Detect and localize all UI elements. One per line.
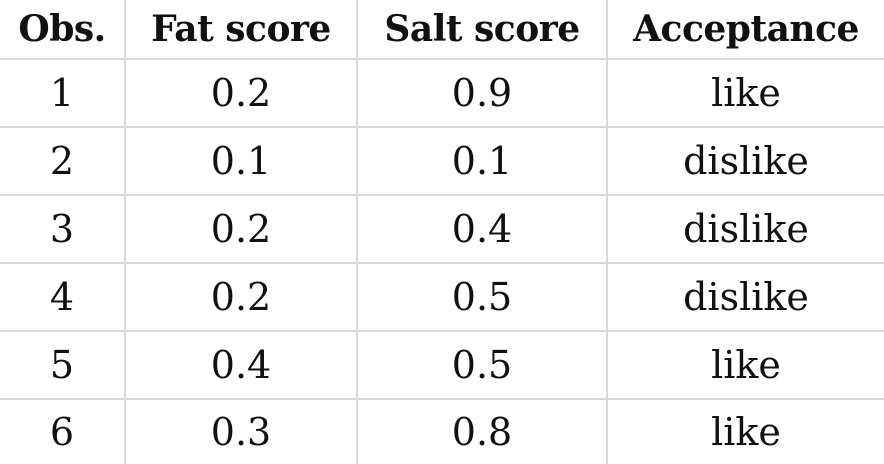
header-fat-score: Fat score xyxy=(124,0,357,60)
cell-salt-score: 0.5 xyxy=(356,263,607,332)
cell-acceptance: dislike xyxy=(606,263,884,332)
cell-acceptance: dislike xyxy=(606,195,884,264)
cell-fat-score: 0.4 xyxy=(124,331,357,400)
cell-obs: 4 xyxy=(0,263,125,332)
table-header-row: Obs. Fat score Salt score Acceptance xyxy=(0,0,884,60)
cell-fat-score: 0.2 xyxy=(124,195,357,264)
cell-salt-score: 0.5 xyxy=(356,331,607,400)
cell-obs: 3 xyxy=(0,195,125,264)
table-row: 6 0.3 0.8 like xyxy=(0,399,884,464)
cell-acceptance: dislike xyxy=(606,127,884,196)
table-row: 5 0.4 0.5 like xyxy=(0,331,884,400)
cell-obs: 5 xyxy=(0,331,125,400)
table-row: 3 0.2 0.4 dislike xyxy=(0,195,884,264)
cell-obs: 2 xyxy=(0,127,125,196)
cell-fat-score: 0.2 xyxy=(124,263,357,332)
header-acceptance: Acceptance xyxy=(606,0,884,60)
table-row: 1 0.2 0.9 like xyxy=(0,59,884,128)
cell-salt-score: 0.4 xyxy=(356,195,607,264)
cell-obs: 1 xyxy=(0,59,125,128)
header-salt-score: Salt score xyxy=(356,0,607,60)
header-obs: Obs. xyxy=(0,0,125,60)
cell-fat-score: 0.3 xyxy=(124,399,357,464)
cell-acceptance: like xyxy=(606,331,884,400)
table-row: 4 0.2 0.5 dislike xyxy=(0,263,884,332)
cell-salt-score: 0.8 xyxy=(356,399,607,464)
table-row: 2 0.1 0.1 dislike xyxy=(0,127,884,196)
cell-fat-score: 0.1 xyxy=(124,127,357,196)
cell-acceptance: like xyxy=(606,59,884,128)
cell-acceptance: like xyxy=(606,399,884,464)
cell-salt-score: 0.9 xyxy=(356,59,607,128)
cell-fat-score: 0.2 xyxy=(124,59,357,128)
cell-salt-score: 0.1 xyxy=(356,127,607,196)
cell-obs: 6 xyxy=(49,410,75,454)
